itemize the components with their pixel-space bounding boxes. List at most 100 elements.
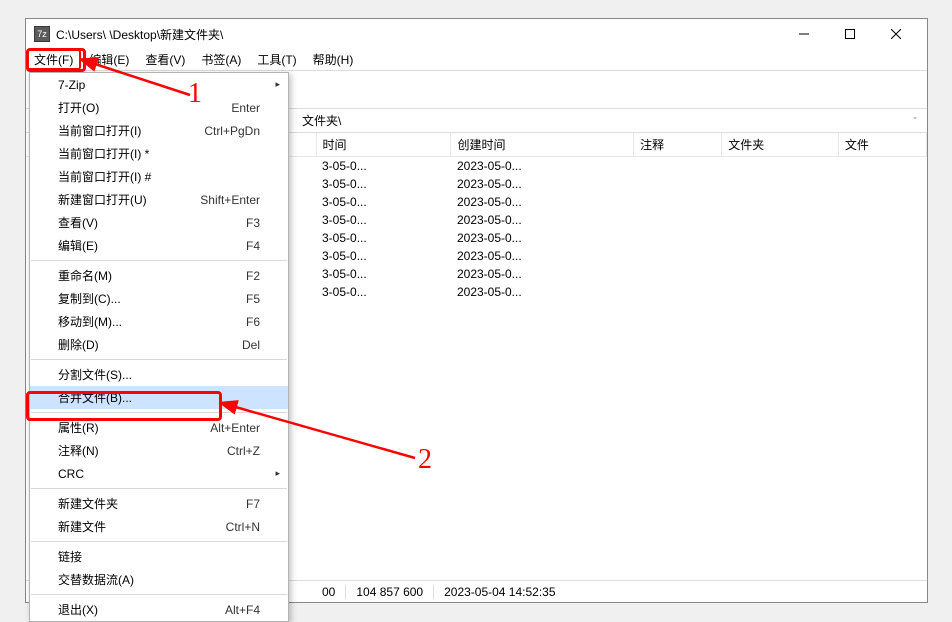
cell-time: 3-05-0... [316,211,451,229]
minimize-button[interactable] [781,19,827,49]
menu-item-label: 重命名(M) [58,267,246,284]
menu-item-[interactable]: 新建文件夹F7 [30,492,288,515]
menu-item-label: 退出(X) [58,601,225,618]
menu-item-label: 删除(D) [58,336,242,353]
menu-item-label: 交替数据流(A) [58,571,260,588]
menu-item-i[interactable]: 当前窗口打开(I)Ctrl+PgDn [30,119,288,142]
menu-item-label: 合并文件(B)... [58,389,260,406]
app-icon: 7z [34,26,50,42]
menu-item-label: 链接 [58,548,260,565]
submenu-arrow-icon: ▸ [275,468,280,479]
cell-time: 3-05-0... [316,157,451,176]
column-comment[interactable]: 注释 [634,133,722,157]
menu-item-accelerator: Enter [231,101,260,115]
menu-item-x[interactable]: 退出(X)Alt+F4 [30,598,288,621]
menu-item-accelerator: F6 [246,315,260,329]
cell-ctime: 2023-05-0... [451,175,634,193]
menu-item-a[interactable]: 交替数据流(A) [30,568,288,591]
menu-separator [31,412,287,413]
menu-item-b[interactable]: 合并文件(B)... [30,386,288,409]
cell-ctime: 2023-05-0... [451,265,634,283]
cell-ctime: 2023-05-0... [451,229,634,247]
menu-item-accelerator: F5 [246,292,260,306]
menu-item-c[interactable]: 复制到(C)...F5 [30,287,288,310]
menu-item-u[interactable]: 新建窗口打开(U)Shift+Enter [30,188,288,211]
menu-item-label: 新建文件 [58,518,226,535]
titlebar: 7z C:\Users\ \Desktop\新建文件夹\ [26,19,927,49]
menu-item-label: 注释(N) [58,442,227,459]
menu-item-n[interactable]: 注释(N)Ctrl+Z [30,439,288,462]
menu-item-label: 查看(V) [58,214,246,231]
menu-item-label: CRC [58,467,260,481]
menu-separator [31,260,287,261]
column-ctime[interactable]: 创建时间 [451,133,634,157]
menubar: 文件(F) 编辑(E) 查看(V) 书签(A) 工具(T) 帮助(H) [26,49,927,71]
menu-item-label: 属性(R) [58,419,210,436]
menu-item-r[interactable]: 属性(R)Alt+Enter [30,416,288,439]
menu-item-accelerator: Del [242,338,260,352]
menu-separator [31,541,287,542]
menu-item-accelerator: Ctrl+Z [227,444,260,458]
menu-item-o[interactable]: 打开(O)Enter [30,96,288,119]
menu-item-label: 新建文件夹 [58,495,246,512]
menu-item-accelerator: Alt+F4 [225,603,260,617]
menu-item-i[interactable]: 当前窗口打开(I) # [30,165,288,188]
menu-item-label: 移动到(M)... [58,313,246,330]
menu-item-accelerator: Alt+Enter [210,421,260,435]
menu-item-accelerator: F3 [246,216,260,230]
menu-help[interactable]: 帮助(H) [305,49,362,70]
menu-item-[interactable]: 链接 [30,545,288,568]
column-time[interactable]: 时间 [316,133,451,157]
menu-item-accelerator: F7 [246,497,260,511]
menu-item-label: 打开(O) [58,99,231,116]
menu-separator [31,594,287,595]
menu-item-label: 当前窗口打开(I) * [58,145,260,162]
cell-ctime: 2023-05-0... [451,157,634,176]
status-count: 00 [312,585,345,599]
cell-ctime: 2023-05-0... [451,247,634,265]
menu-item-i[interactable]: 当前窗口打开(I) * [30,142,288,165]
menu-item-v[interactable]: 查看(V)F3 [30,211,288,234]
menu-item-label: 分割文件(S)... [58,366,260,383]
menu-item-label: 新建窗口打开(U) [58,191,200,208]
menu-item-m[interactable]: 移动到(M)...F6 [30,310,288,333]
menu-separator [31,359,287,360]
annotation-number-1: 1 [188,78,202,110]
menu-item-accelerator: Shift+Enter [200,193,260,207]
annotation-number-2: 2 [418,444,432,476]
menu-item-m[interactable]: 重命名(M)F2 [30,264,288,287]
menu-item-e[interactable]: 编辑(E)F4 [30,234,288,257]
menu-tools[interactable]: 工具(T) [249,49,304,70]
cell-time: 3-05-0... [316,283,451,301]
status-date: 2023-05-04 14:52:35 [433,585,565,599]
status-size: 104 857 600 [345,585,433,599]
menu-item-label: 当前窗口打开(I) [58,122,204,139]
cell-ctime: 2023-05-0... [451,211,634,229]
menu-item-accelerator: F2 [246,269,260,283]
column-file[interactable]: 文件 [838,133,926,157]
column-folder[interactable]: 文件夹 [722,133,839,157]
menu-file[interactable]: 文件(F) [26,49,81,70]
window-title: C:\Users\ \Desktop\新建文件夹\ [56,26,781,43]
menu-view[interactable]: 查看(V) [137,49,193,70]
cell-time: 3-05-0... [316,265,451,283]
path-dropdown-icon[interactable]: ˇ [907,116,923,126]
menu-item-7zip[interactable]: 7-Zip▸ [30,73,288,96]
menu-item-s[interactable]: 分割文件(S)... [30,363,288,386]
menu-item-crc[interactable]: CRC ▸ [30,462,288,485]
menu-item-d[interactable]: 删除(D)Del [30,333,288,356]
cell-time: 3-05-0... [316,175,451,193]
menu-bookmark[interactable]: 书签(A) [193,49,249,70]
close-button[interactable] [873,19,919,49]
menu-item-label: 复制到(C)... [58,290,246,307]
menu-separator [31,488,287,489]
menu-item-accelerator: Ctrl+N [226,520,260,534]
submenu-arrow-icon: ▸ [275,79,280,90]
cell-time: 3-05-0... [316,247,451,265]
cell-ctime: 2023-05-0... [451,193,634,211]
menu-item-[interactable]: 新建文件Ctrl+N [30,515,288,538]
maximize-button[interactable] [827,19,873,49]
menu-edit[interactable]: 编辑(E) [81,49,137,70]
file-menu-dropdown: 7-Zip▸打开(O)Enter当前窗口打开(I)Ctrl+PgDn当前窗口打开… [29,72,289,622]
menu-item-accelerator: F4 [246,239,260,253]
